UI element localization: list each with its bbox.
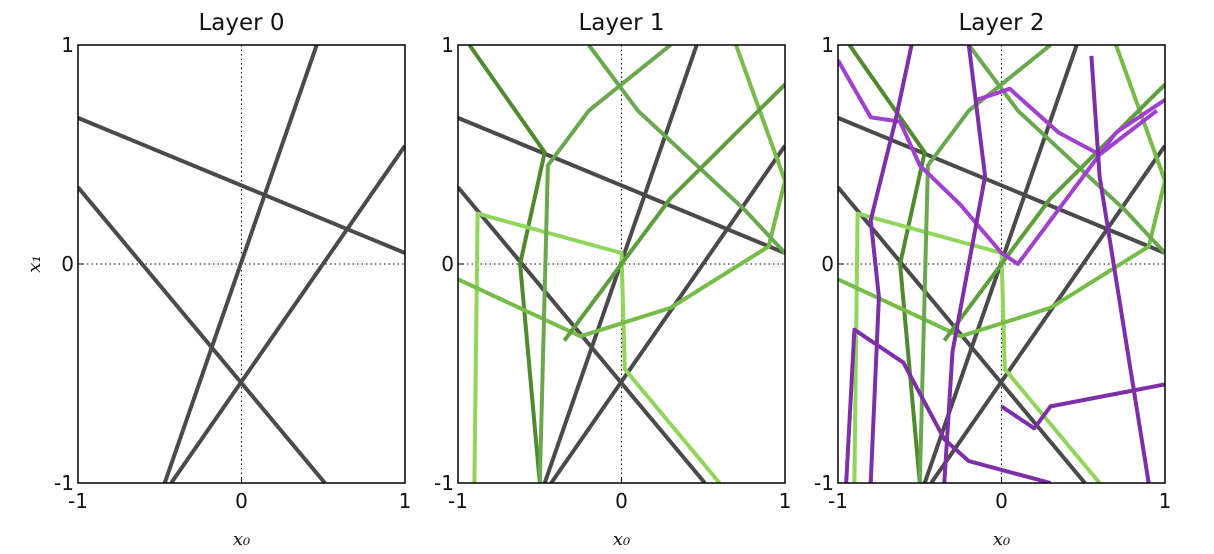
line: [868, 45, 914, 483]
line: [549, 144, 785, 483]
y-tick-label: -1: [814, 471, 834, 495]
line: [458, 116, 785, 255]
x-axis-label: x₀: [233, 529, 250, 550]
panel-title: Layer 2: [958, 10, 1044, 36]
y-tick-label: -1: [54, 471, 74, 495]
line: [458, 45, 785, 339]
x-tick-label: 0: [235, 489, 248, 513]
y-axis-label: x₁: [24, 255, 45, 272]
line: [838, 59, 1165, 266]
line: [942, 82, 1165, 342]
y-tick-label: 0: [821, 252, 834, 276]
line: [838, 116, 1165, 255]
x-tick-label: 1: [399, 489, 412, 513]
line: [169, 144, 405, 483]
x-tick-label: 1: [779, 489, 792, 513]
line: [838, 45, 1165, 339]
x-tick-label: 0: [615, 489, 628, 513]
x-tick-label: -1: [68, 489, 88, 513]
y-tick-label: 0: [441, 252, 454, 276]
y-tick-label: 1: [61, 33, 74, 57]
line: [78, 186, 327, 483]
line: [929, 144, 1165, 483]
line: [967, 45, 1165, 255]
line: [942, 45, 988, 483]
line: [976, 86, 1159, 157]
line: [587, 45, 785, 255]
x-axis-label: x₀: [613, 529, 630, 550]
line: [1000, 382, 1165, 431]
plot-frame: [837, 44, 1166, 484]
x-tick-label: 1: [1159, 489, 1172, 513]
panel-title: Layer 1: [578, 10, 664, 36]
line: [1089, 55, 1151, 483]
line: [467, 45, 547, 483]
plot-frame: [77, 44, 406, 484]
plot-frame: [457, 44, 786, 484]
line: [844, 327, 1052, 483]
x-tick-label: -1: [828, 489, 848, 513]
y-tick-label: 0: [61, 252, 74, 276]
panel-title: Layer 0: [198, 10, 284, 36]
y-tick-label: -1: [434, 471, 454, 495]
line: [917, 45, 1052, 483]
x-axis-label: x₀: [993, 529, 1010, 550]
x-tick-label: 0: [995, 489, 1008, 513]
line: [78, 116, 405, 255]
line: [472, 211, 722, 483]
line: [562, 82, 785, 342]
y-tick-label: 1: [821, 33, 834, 57]
line: [537, 45, 672, 483]
y-tick-label: 1: [441, 33, 454, 57]
x-tick-label: -1: [448, 489, 468, 513]
line: [162, 45, 319, 483]
